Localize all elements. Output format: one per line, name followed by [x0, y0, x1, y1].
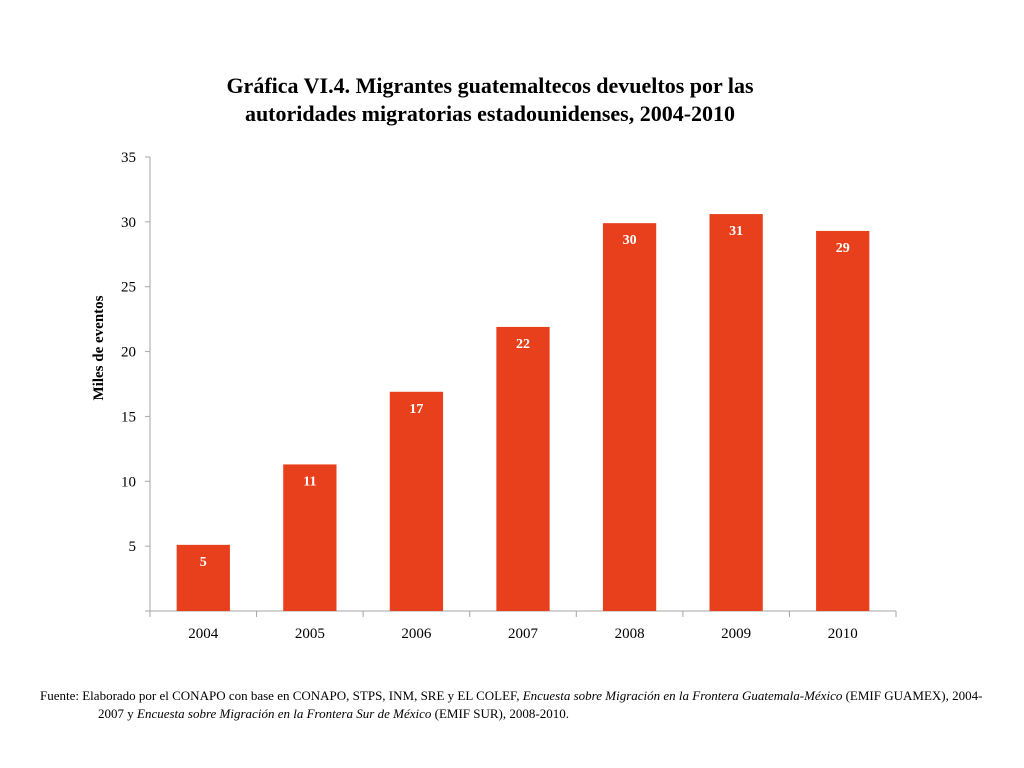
chart-labels: 2004 5 2005 11 2006 17 2007 22 2008 30 2009 31 2010 2…	[188, 224, 857, 642]
x-tick-label: 2010	[828, 626, 858, 642]
bar-2009	[709, 214, 763, 611]
bar-2010	[816, 230, 870, 612]
source-prefix: Fuente: Elaborado por el CONAPO con base…	[40, 688, 523, 703]
chart-bars	[176, 214, 870, 612]
bar-2006	[389, 391, 444, 611]
bar-2007	[496, 326, 550, 611]
source-survey-2: Encuesta sobre Migración en la Frontera …	[137, 706, 432, 721]
chart-title: Gráfica VI.4. Migrantes guatemaltecos de…	[150, 72, 830, 128]
bar-2004	[176, 544, 230, 611]
y-tick-label: 30	[121, 215, 136, 231]
y-tick-label: 5	[129, 539, 137, 555]
source-suffix: (EMIF SUR), 2008-2010.	[431, 706, 569, 721]
data-label: 17	[409, 402, 423, 417]
x-tick-label: 2008	[615, 626, 645, 642]
data-label: 30	[623, 233, 637, 248]
data-label: 5	[200, 555, 207, 570]
bar-2008	[602, 223, 657, 611]
data-label: 22	[516, 337, 530, 352]
x-tick-label: 2006	[401, 626, 432, 642]
y-axis-label: Miles de eventos	[91, 295, 107, 400]
chart-title-line-2: autoridades migratorias estadounidenses,…	[244, 101, 736, 126]
data-label: 11	[303, 474, 316, 489]
bar-chart: Miles de eventos 5 10 15 20 25 30 35 2004 5 2005…	[91, 150, 897, 642]
bar-2005	[283, 464, 337, 611]
source-note: Fuente: Elaborado por el CONAPO con base…	[40, 687, 1000, 723]
data-label: 29	[836, 241, 850, 256]
x-tick-label: 2009	[721, 626, 751, 642]
y-tick-label: 15	[121, 409, 136, 425]
source-survey-1: Encuesta sobre Migración en la Frontera …	[522, 688, 843, 703]
chart-title-line-1: Gráfica VI.4. Migrantes guatemaltecos de…	[226, 73, 754, 98]
x-tick-label: 2004	[188, 626, 219, 642]
data-label: 31	[729, 224, 743, 239]
y-axis-label-group: Miles de eventos	[91, 295, 107, 400]
chart-axes: 5 10 15 20 25 30 35	[121, 150, 897, 617]
y-tick-label: 35	[121, 150, 136, 166]
y-tick-label: 10	[121, 474, 136, 490]
y-tick-label: 25	[121, 280, 136, 296]
source-mid: (EMIF GUAMEX), 2004-2007 y	[98, 688, 983, 721]
x-tick-label: 2007	[508, 626, 539, 642]
y-tick-label: 20	[121, 345, 136, 361]
x-tick-label: 2005	[295, 626, 325, 642]
